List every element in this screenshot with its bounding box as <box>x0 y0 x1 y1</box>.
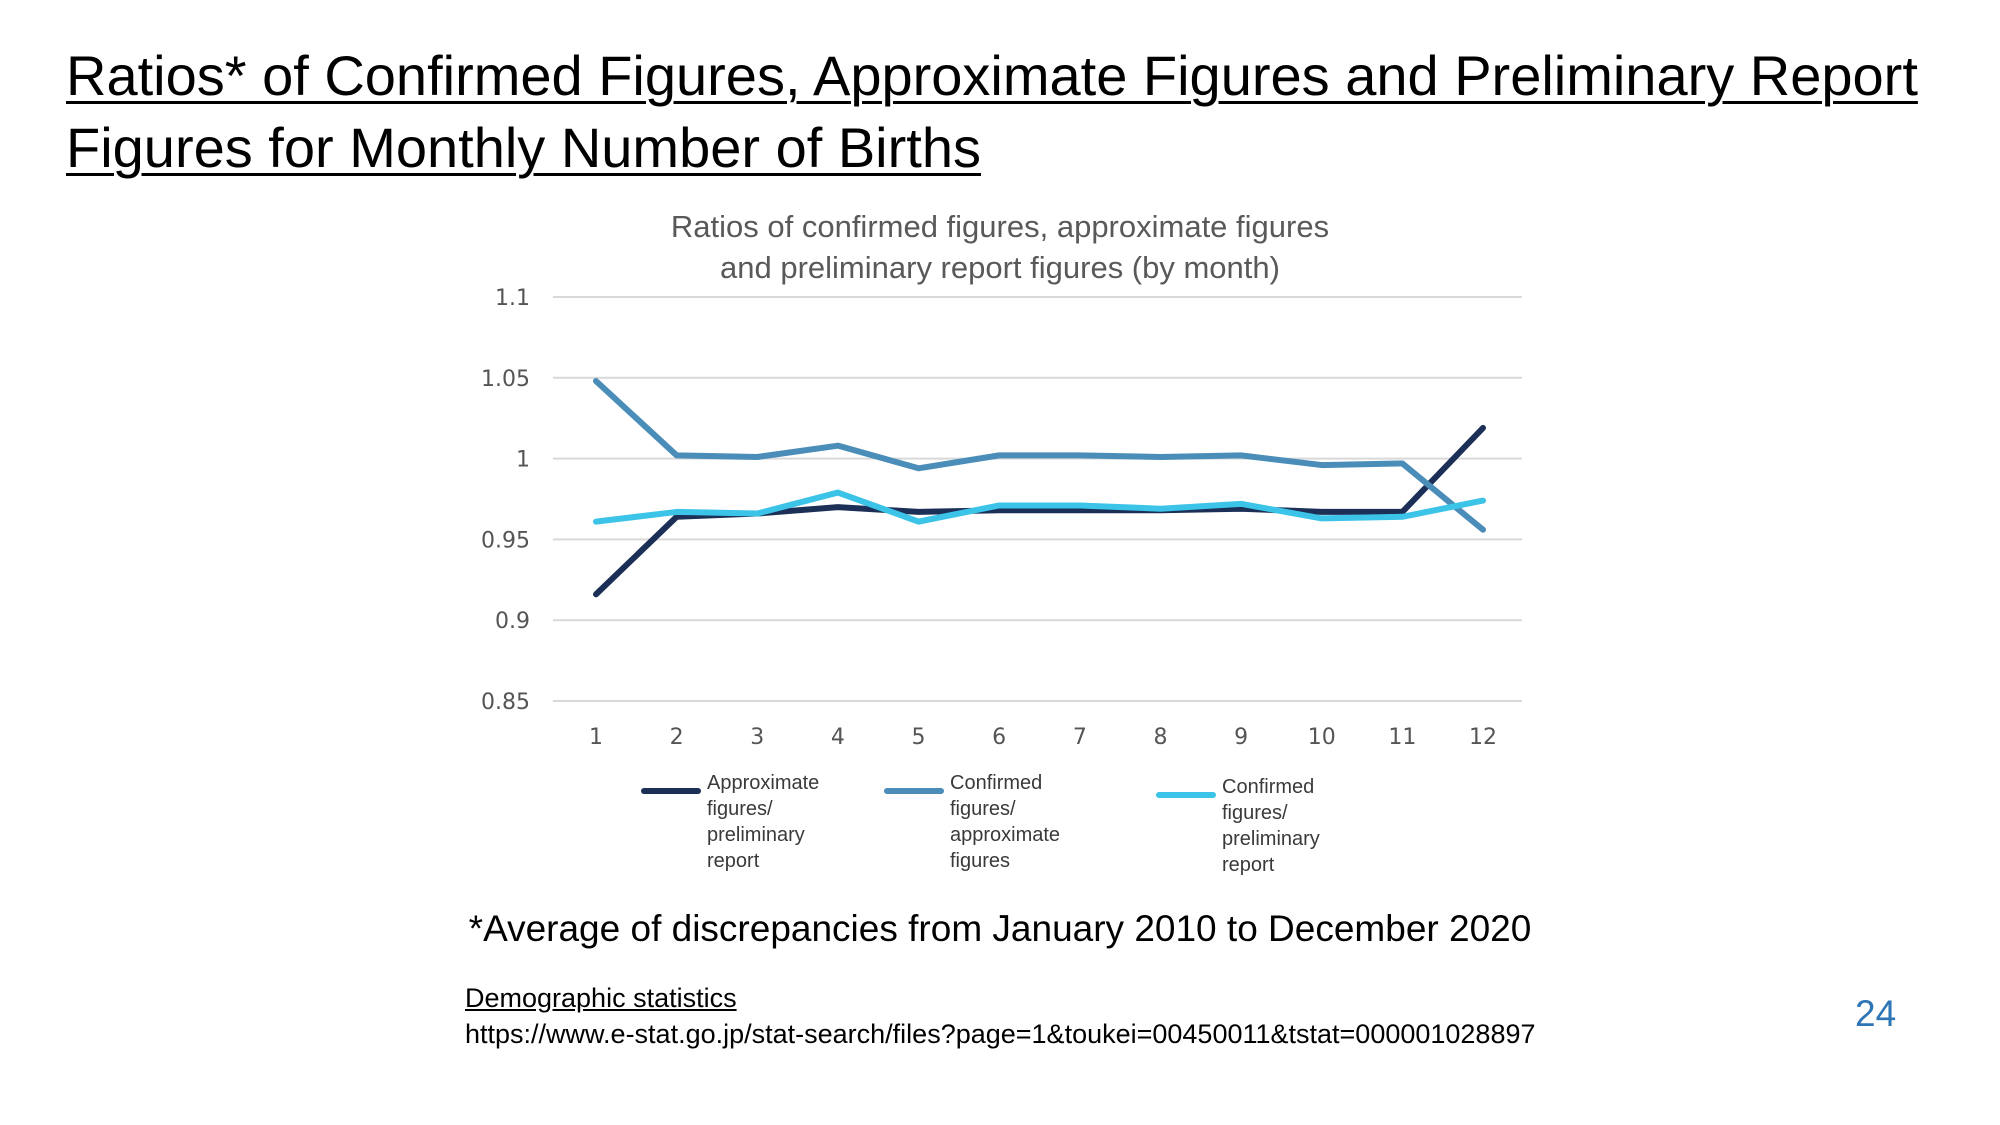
legend-swatch <box>1156 792 1216 798</box>
source-link[interactable]: Demographic statistics <box>465 983 737 1013</box>
y-tick-label: 1.1 <box>495 286 530 311</box>
chart-legend: Approximate figures/ preliminary report … <box>0 770 2000 880</box>
legend-swatch <box>884 788 944 794</box>
series-lines <box>593 378 1486 598</box>
gridlines <box>553 296 1522 702</box>
y-axis-ticks: 1.1 1.05 1 0.95 0.9 0.85 <box>481 286 530 715</box>
x-tick-label: 7 <box>1073 725 1087 750</box>
slide-title: Ratios* of Confirmed Figures, Approximat… <box>66 44 1918 179</box>
x-tick-label: 8 <box>1153 725 1167 750</box>
series-line-confirmed-prelim <box>593 489 1486 525</box>
legend-swatch <box>641 788 701 794</box>
y-tick-label: 1 <box>516 448 530 473</box>
x-axis-ticks: 1 2 3 4 5 6 7 8 9 10 11 12 <box>589 725 1497 750</box>
legend-label: Confirmed figures/ preliminary report <box>1222 776 1320 876</box>
x-tick-label: 10 <box>1308 725 1336 750</box>
x-tick-label: 12 <box>1469 725 1497 750</box>
page-number: 24 <box>1855 993 1897 1034</box>
chart-title: Ratios of confirmed figures, approximate… <box>600 206 1400 288</box>
x-tick-label: 1 <box>589 725 603 750</box>
y-tick-label: 0.95 <box>481 528 530 553</box>
footnote: *Average of discrepancies from January 2… <box>468 908 1532 949</box>
x-tick-label: 6 <box>992 725 1006 750</box>
x-tick-label: 4 <box>831 725 845 750</box>
legend-label: Approximate figures/ preliminary report <box>707 772 820 872</box>
x-tick-label: 2 <box>670 725 684 750</box>
y-tick-label: 0.9 <box>495 609 530 634</box>
source-url: https://www.e-stat.go.jp/stat-search/fil… <box>465 1019 1536 1049</box>
y-tick-label: 0.85 <box>481 690 530 715</box>
chart-title-text: Ratios of confirmed figures, approximate… <box>670 209 1330 285</box>
x-tick-label: 9 <box>1234 725 1248 750</box>
y-tick-label: 1.05 <box>481 367 530 392</box>
series-line-confirmed-approx <box>593 378 1486 533</box>
x-tick-label: 5 <box>912 725 926 750</box>
x-tick-label: 3 <box>750 725 764 750</box>
x-tick-label: 11 <box>1388 725 1416 750</box>
legend-label: Confirmed figures/ approximate figures <box>950 772 1061 872</box>
